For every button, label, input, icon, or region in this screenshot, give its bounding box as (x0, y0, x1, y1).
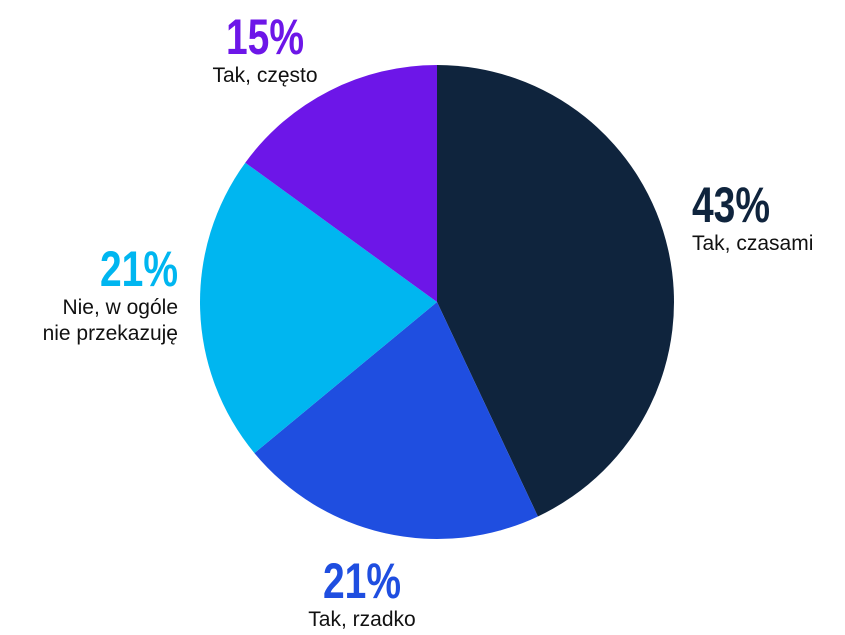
slice-category-label: Tak, często (212, 64, 317, 87)
slice-value-label: 43% (692, 176, 770, 233)
slice-category-label: Nie, w ogóle (62, 296, 178, 319)
pie-slice (245, 65, 437, 302)
slice-value-label: 21% (323, 552, 401, 609)
pie-slice (200, 162, 437, 454)
pie-slice (254, 302, 538, 539)
slice-value-label: 21% (100, 240, 178, 297)
pie-slices (200, 65, 674, 539)
pie-slice (437, 65, 674, 517)
slice-category-label: Tak, rzadko (308, 608, 415, 631)
slice-category-label: Tak, czasami (692, 232, 813, 255)
slice-value-label: 15% (226, 8, 304, 65)
slice-category-label: nie przekazuję (43, 322, 178, 345)
